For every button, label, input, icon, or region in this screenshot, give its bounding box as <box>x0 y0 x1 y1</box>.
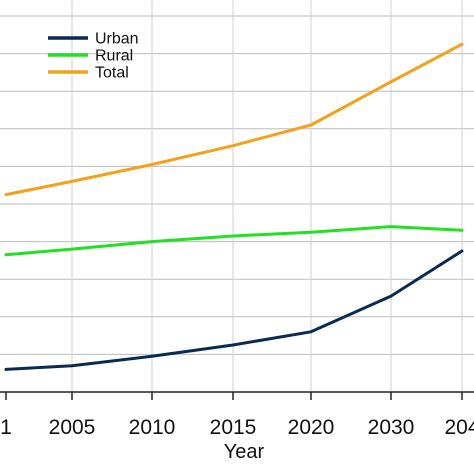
legend-label-rural: Rural <box>95 48 133 65</box>
x-tick-label: 2015 <box>210 416 257 439</box>
x-tick-label: 2020 <box>288 416 335 439</box>
legend-label-total: Total <box>95 65 129 82</box>
x-tick-label: 2010 <box>129 416 176 439</box>
series-line-total <box>4 42 464 197</box>
series-layer <box>4 42 464 371</box>
plot-background <box>0 0 474 392</box>
x-axis-ticks: 1 2005 2010 2015 2020 2030 204 <box>0 392 474 439</box>
x-tick-label: 1 <box>0 416 12 439</box>
grid-lines <box>0 0 474 392</box>
legend-label-urban: Urban <box>95 31 139 48</box>
x-tick-label: 2005 <box>49 416 96 439</box>
series-line-urban <box>4 249 464 371</box>
x-tick-label: 204 <box>444 416 474 439</box>
x-axis-title: Year <box>224 441 265 463</box>
x-tick-label: 2030 <box>368 416 415 439</box>
series-line-rural <box>4 225 464 257</box>
